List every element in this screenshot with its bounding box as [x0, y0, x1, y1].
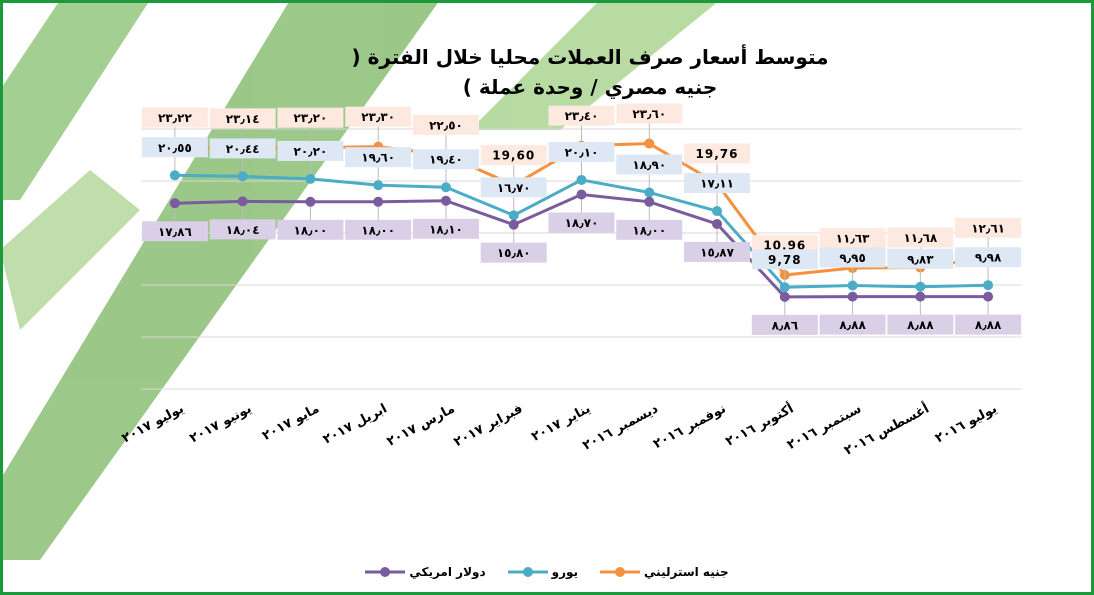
legend-label: دولار امريكي	[409, 565, 485, 579]
legend-swatch	[508, 566, 548, 578]
page: يوليو ٢٠١٧يونيو ٢٠١٧مايو ٢٠١٧ابريل ٢٠١٧م…	[0, 0, 1094, 595]
legend-item: جنيه استرليني	[600, 565, 729, 579]
legend-swatch	[365, 566, 405, 578]
legend-item: دولار امريكي	[365, 565, 485, 579]
legend-label: يورو	[552, 565, 578, 579]
swatch-dot	[523, 567, 533, 577]
legend-label: جنيه استرليني	[644, 565, 729, 579]
legend-swatch	[600, 566, 640, 578]
legend-item: يورو	[508, 565, 578, 579]
legend: جنيه استرليني يورو دولار امريكي	[0, 565, 1094, 579]
chart-title: متوسط أسعار صرف العملات محليا خلال الفتر…	[330, 42, 850, 102]
swatch-dot	[615, 567, 625, 577]
swatch-dot	[380, 567, 390, 577]
